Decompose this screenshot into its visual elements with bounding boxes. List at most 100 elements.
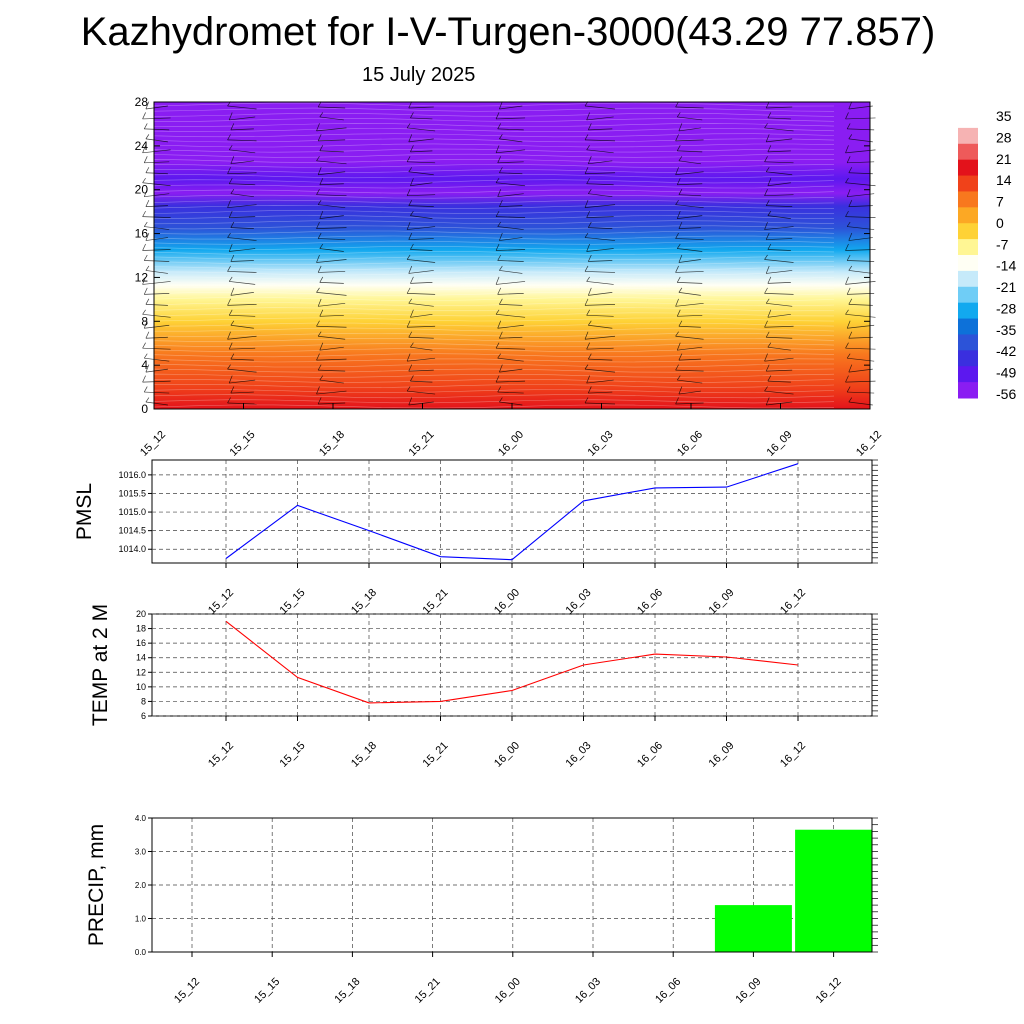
- wind-barb: [143, 189, 170, 198]
- wind-barb: [145, 134, 168, 143]
- wind-barb: [765, 265, 793, 274]
- wind-barb: [410, 145, 433, 153]
- wind-barb: [675, 397, 704, 405]
- wind-barb: [410, 375, 433, 383]
- wind-barb: [767, 309, 791, 318]
- wind-barb: [142, 145, 171, 154]
- wind-barb: [495, 210, 526, 218]
- wind-barb: [764, 189, 794, 197]
- colorbar-swatch: [958, 112, 978, 129]
- contour-line: [153, 348, 835, 353]
- contour-line: [153, 286, 835, 291]
- wind-barb: [319, 375, 344, 384]
- wind-barb: [230, 254, 254, 262]
- wind-barb: [408, 199, 434, 208]
- precip-x-tick-label: 15_15: [252, 976, 282, 1006]
- wind-barb: [848, 364, 873, 373]
- wind-barb: [767, 210, 791, 219]
- wind-barb: [584, 200, 616, 209]
- wind-barb: [676, 178, 703, 186]
- precip-y-tick-label: 3.0: [135, 848, 147, 857]
- wind-barb: [676, 243, 703, 252]
- wind-barb: [316, 353, 347, 361]
- contour-line: [153, 373, 835, 378]
- pmsl-x-tick-label: 16_09: [707, 587, 737, 617]
- wind-barb: [586, 309, 614, 317]
- wind-barb: [145, 364, 168, 373]
- wind-barb: [143, 353, 170, 362]
- contour-line: [153, 266, 835, 271]
- wind-barb: [143, 123, 170, 131]
- precip-y-tick-label: 1.0: [135, 915, 147, 924]
- wind-barb: [587, 287, 613, 296]
- contour-line: [153, 138, 835, 143]
- heatmap-y-tick-label: 12: [135, 270, 149, 284]
- contour-line: [153, 327, 835, 332]
- wind-barb: [227, 364, 257, 373]
- wind-barb: [319, 309, 344, 317]
- wind-barb: [676, 342, 703, 351]
- wind-barb: [497, 254, 524, 262]
- contour-line: [153, 210, 835, 214]
- wind-barb: [676, 210, 703, 219]
- wind-barb: [499, 134, 523, 143]
- wind-barb: [764, 156, 794, 164]
- pmsl-ylabel: PMSL: [73, 483, 96, 540]
- contour-line: [153, 363, 834, 368]
- wind-barb: [319, 342, 344, 351]
- wind-barb: [675, 199, 704, 209]
- contour-line: [153, 148, 835, 153]
- wind-barb: [317, 265, 346, 273]
- wind-barb: [495, 276, 526, 285]
- wind-barb: [495, 243, 526, 251]
- wind-barb: [316, 156, 347, 165]
- wind-barb: [848, 232, 873, 241]
- wind-barb: [410, 210, 433, 219]
- temp-x-tick-label: 15_21: [421, 740, 451, 770]
- wind-barb: [145, 101, 168, 110]
- contour-line: [153, 261, 835, 266]
- colorbar-label: -14: [996, 258, 1016, 274]
- wind-barb: [406, 189, 436, 197]
- colorbar-label: -49: [996, 365, 1016, 381]
- wind-barb: [584, 364, 616, 373]
- wind-barb: [678, 156, 701, 165]
- wind-barb: [678, 353, 701, 361]
- contour-line: [153, 271, 835, 276]
- colorbar-swatch: [958, 223, 978, 240]
- wind-barb: [317, 199, 346, 209]
- wind-barb: [764, 123, 794, 132]
- contour-line: [153, 297, 835, 301]
- wind-barb: [316, 221, 347, 229]
- wind-barb: [227, 167, 257, 175]
- colorbar-swatch: [958, 302, 978, 320]
- temp-line: [225, 620, 799, 704]
- colorbar-label: 28: [996, 129, 1012, 145]
- heatmap-x-tick-label: 15_21: [407, 429, 437, 459]
- contour-line: [153, 256, 835, 261]
- wind-barb: [587, 123, 613, 131]
- wind-barb: [584, 134, 616, 142]
- pmsl-x-tick-label: 16_03: [564, 587, 594, 617]
- wind-barb: [228, 210, 256, 218]
- wind-barb: [142, 276, 171, 285]
- wind-barb: [316, 287, 347, 296]
- contour-line: [153, 317, 835, 322]
- heatmap-y-tick-label: 24: [135, 139, 149, 153]
- wind-barb: [316, 386, 347, 395]
- wind-barb: [317, 134, 346, 142]
- wind-barb: [495, 178, 526, 187]
- colorbar-swatch: [958, 334, 978, 351]
- pmsl-y-tick-label: 1015.5: [118, 488, 146, 498]
- contour-line: [153, 368, 835, 373]
- wind-barb: [406, 221, 436, 230]
- contour-line: [153, 378, 835, 383]
- wind-barb: [675, 331, 704, 340]
- wind-barb: [497, 386, 524, 394]
- wind-barb: [317, 232, 346, 240]
- wind-barb: [319, 145, 344, 153]
- wind-barb: [406, 254, 436, 263]
- pmsl-x-tick-label: 15_21: [421, 587, 451, 617]
- precip-ylabel: PRECIP, mm: [85, 824, 108, 946]
- wind-barb: [230, 386, 254, 394]
